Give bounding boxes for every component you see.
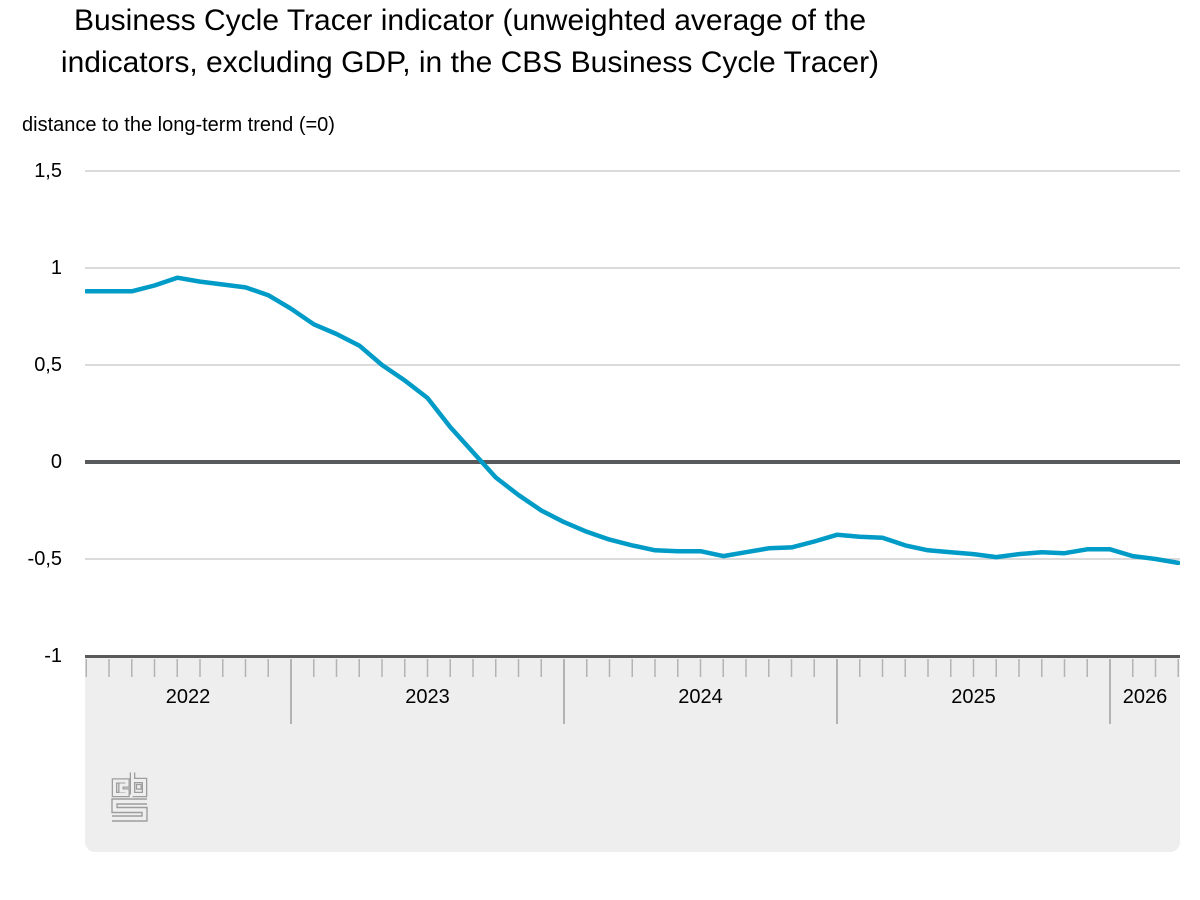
y-tick-label-0-5: 0,5 <box>34 354 62 376</box>
y-tick-label-neg-1: -1 <box>44 645 62 667</box>
y-tick-label-0: 0 <box>50 451 62 473</box>
x-year-label-2026: 2026 <box>1122 686 1168 708</box>
chart-title-line2: indicators, excluding GDP, in the CBS Bu… <box>60 46 880 79</box>
x-axis-ticks <box>85 659 1179 724</box>
x-year-label-2024: 2024 <box>678 686 723 708</box>
y-axis-unit-label: distance to the long-term trend (=0) <box>22 114 335 136</box>
plot-area <box>85 170 1180 566</box>
x-axis-band: 2022 2023 2024 2025 2026 <box>85 655 1180 852</box>
chart-title-line1: Business Cycle Tracer indicator (unweigh… <box>73 4 867 37</box>
y-tick-label-1: 1 <box>50 257 62 279</box>
y-tick-label-neg-0-5: -0,5 <box>27 548 62 570</box>
chart-title: Business Cycle Tracer indicator (unweigh… <box>0 0 940 84</box>
x-year-label-2022: 2022 <box>165 686 211 708</box>
cbs-logo-icon <box>111 772 148 822</box>
y-tick-label-1-5: 1,5 <box>34 160 62 182</box>
x-year-label-2025: 2025 <box>951 686 996 708</box>
x-year-label-2023: 2023 <box>405 686 450 708</box>
indicator-line <box>85 275 1180 566</box>
